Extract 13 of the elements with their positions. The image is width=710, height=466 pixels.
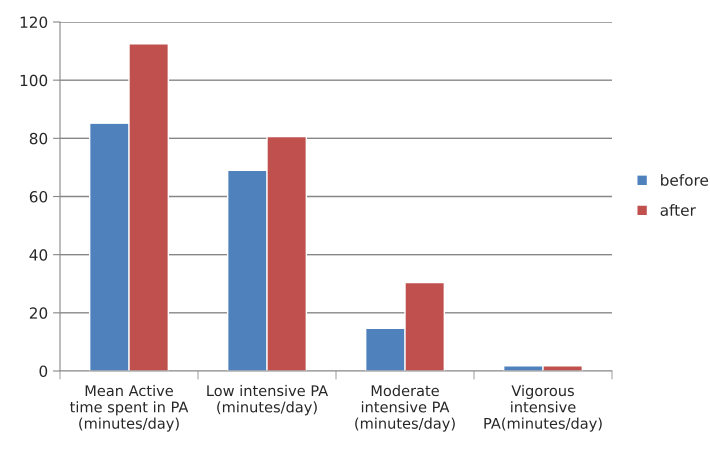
x-tick-label: Low intensive PA (minutes/day) — [207, 384, 328, 416]
x-tick-label: Mean Active time spent in PA (minutes/day) — [70, 384, 188, 432]
y-tick-label: 0 — [39, 365, 48, 378]
y-tick-label: 40 — [30, 249, 48, 261]
x-tick-label: Moderate intensive PA (minutes/day) — [355, 384, 455, 432]
y-tick-label: 60 — [30, 190, 48, 203]
y-tick-label: 80 — [30, 132, 48, 144]
legend-label: before — [661, 174, 708, 186]
y-tick-label: 120 — [20, 16, 48, 28]
y-tick-label: 100 — [20, 74, 48, 86]
x-tick-label: Vigorous intensive PA(minutes/day) — [484, 384, 602, 432]
y-tick-label: 20 — [30, 307, 48, 319]
legend-label: after — [660, 204, 696, 216]
